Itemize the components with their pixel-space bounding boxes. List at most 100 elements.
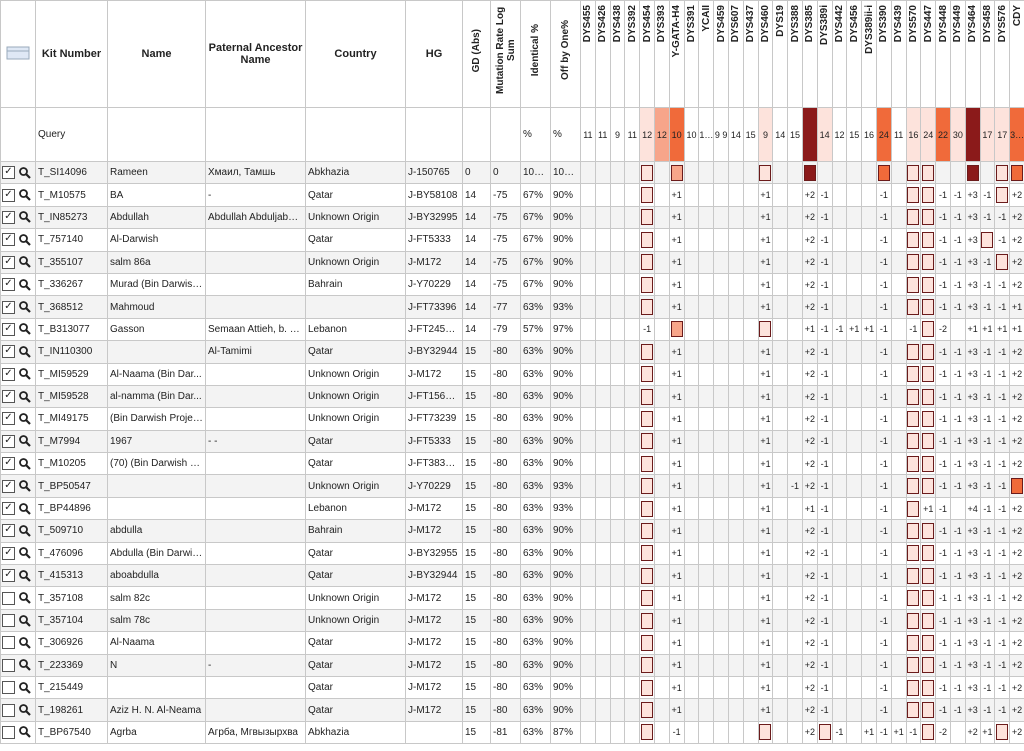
kit-cell[interactable]: T_SI14096	[35, 160, 108, 185]
view-icon[interactable]	[18, 502, 32, 516]
result-row: T_215449 Qatar J-M172 15 -80 63% 90% +1 +1 +2 -1 -1…	[0, 675, 1024, 700]
view-icon[interactable]	[18, 345, 32, 359]
kit-cell[interactable]: T_B313077	[35, 317, 108, 342]
highlight-box	[996, 254, 1009, 271]
checkbox[interactable]: ✓	[2, 502, 15, 516]
kit-cell[interactable]: T_BP50547	[35, 474, 108, 498]
view-icon[interactable]	[18, 255, 32, 269]
marker-cell	[653, 496, 670, 521]
checkbox[interactable]	[2, 658, 15, 672]
checkbox[interactable]: ✓	[2, 210, 15, 224]
marker-cell: -1	[875, 653, 892, 677]
view-icon[interactable]	[18, 524, 32, 538]
kit-cell[interactable]: T_306926	[35, 631, 108, 655]
checkbox[interactable]	[2, 703, 15, 717]
view-icon[interactable]	[18, 591, 32, 605]
checkbox[interactable]: ✓	[2, 412, 15, 426]
kit-cell[interactable]: T_M10205	[35, 452, 108, 476]
view-icon[interactable]	[18, 546, 32, 560]
checkbox[interactable]: ✓	[2, 322, 15, 336]
view-icon[interactable]	[18, 614, 32, 628]
marker-cell	[639, 519, 655, 543]
marker-cell	[905, 496, 922, 521]
view-icon[interactable]	[18, 569, 32, 583]
view-icon[interactable]	[18, 412, 32, 426]
kit-cell[interactable]: T_M7994	[35, 429, 108, 454]
checkbox[interactable]: ✓	[2, 569, 15, 583]
view-icon[interactable]	[18, 367, 32, 381]
kit-cell[interactable]: T_IN110300	[35, 340, 108, 364]
marker-cell	[742, 183, 759, 207]
marker-value: 36 38	[1010, 129, 1024, 140]
kit-cell[interactable]: T_355107	[35, 250, 108, 274]
marker-cell	[787, 452, 803, 476]
checkbox[interactable]: ✓	[2, 188, 15, 202]
marker-cell	[683, 541, 700, 566]
view-icon[interactable]	[18, 322, 32, 336]
kit-cell[interactable]: T_MI59529	[35, 362, 108, 386]
marker-diff: -1	[953, 257, 962, 268]
view-icon[interactable]	[18, 703, 32, 717]
checkbox[interactable]: ✓	[2, 524, 15, 538]
view-icon[interactable]	[18, 233, 32, 247]
marker-cell	[639, 698, 655, 722]
kit-cell[interactable]: T_757140	[35, 228, 108, 252]
kit-cell[interactable]: T_509710	[35, 519, 108, 543]
checkbox[interactable]	[2, 591, 15, 605]
kit-cell[interactable]: T_MI49175	[35, 407, 108, 431]
view-icon[interactable]	[18, 479, 32, 493]
view-icon[interactable]	[18, 457, 32, 471]
view-icon[interactable]	[18, 188, 32, 202]
kit-cell[interactable]: T_198261	[35, 698, 108, 722]
checkbox[interactable]: ✓	[2, 479, 15, 493]
marker-diff: +1	[671, 525, 682, 536]
view-icon[interactable]	[18, 434, 32, 448]
kit-cell[interactable]: T_IN85273	[35, 205, 108, 230]
checkbox[interactable]: ✓	[2, 367, 15, 381]
view-icon[interactable]	[18, 636, 32, 650]
country-cell: Bahrain	[305, 519, 406, 543]
marker-cell	[639, 384, 655, 409]
view-icon[interactable]	[18, 681, 32, 695]
kit-cell[interactable]: T_BP44896	[35, 496, 108, 521]
checkbox[interactable]: ✓	[2, 255, 15, 269]
marker-header-text: DYS448	[937, 5, 949, 43]
kit-cell[interactable]: T_215449	[35, 675, 108, 700]
kit-cell[interactable]: T_368512	[35, 295, 108, 319]
view-icon[interactable]	[18, 390, 32, 404]
marker-cell	[713, 429, 729, 454]
view-icon[interactable]	[18, 210, 32, 224]
checkbox[interactable]	[2, 614, 15, 627]
view-icon[interactable]	[18, 725, 32, 739]
checkbox[interactable]	[2, 681, 15, 695]
marker-diff: +1	[760, 436, 771, 447]
country-cell: Qatar	[305, 564, 406, 588]
view-icon[interactable]	[18, 166, 32, 180]
checkbox[interactable]: ✓	[2, 390, 15, 404]
checkbox[interactable]: ✓	[2, 457, 15, 471]
kit-cell[interactable]: T_415313	[35, 564, 108, 588]
checkbox[interactable]	[2, 636, 15, 650]
checkbox[interactable]: ✓	[2, 233, 15, 247]
checkbox[interactable]	[2, 725, 15, 739]
view-icon[interactable]	[18, 278, 32, 292]
view-icon[interactable]	[18, 658, 32, 672]
marker-diff: -1	[909, 324, 918, 335]
checkbox[interactable]: ✓	[2, 345, 15, 359]
view-icon[interactable]	[18, 300, 32, 314]
kit-cell[interactable]: T_476096	[35, 541, 108, 566]
kit-cell[interactable]: T_357108	[35, 586, 108, 610]
kit-cell[interactable]: T_357104	[35, 608, 108, 633]
checkbox[interactable]: ✓	[2, 300, 15, 314]
kit-cell[interactable]: T_223369	[35, 653, 108, 677]
kit-cell[interactable]: T_BP67540	[35, 720, 108, 745]
kit-cell[interactable]: T_336267	[35, 272, 108, 297]
marker-diff: +2	[1011, 682, 1023, 693]
checkbox[interactable]: ✓	[2, 166, 15, 180]
marker-cell	[787, 250, 803, 274]
checkbox[interactable]: ✓	[2, 546, 15, 560]
checkbox[interactable]: ✓	[2, 434, 15, 448]
kit-cell[interactable]: T_M10575	[35, 183, 108, 207]
checkbox[interactable]: ✓	[2, 278, 15, 292]
kit-cell[interactable]: T_MI59528	[35, 384, 108, 409]
